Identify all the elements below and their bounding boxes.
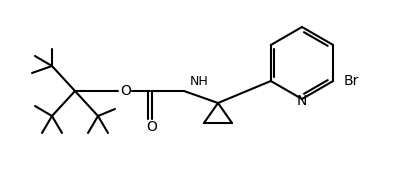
Text: O: O	[147, 120, 158, 134]
Text: NH: NH	[190, 74, 209, 87]
Text: N: N	[297, 94, 307, 108]
Text: Br: Br	[344, 74, 359, 88]
Text: O: O	[121, 84, 132, 98]
